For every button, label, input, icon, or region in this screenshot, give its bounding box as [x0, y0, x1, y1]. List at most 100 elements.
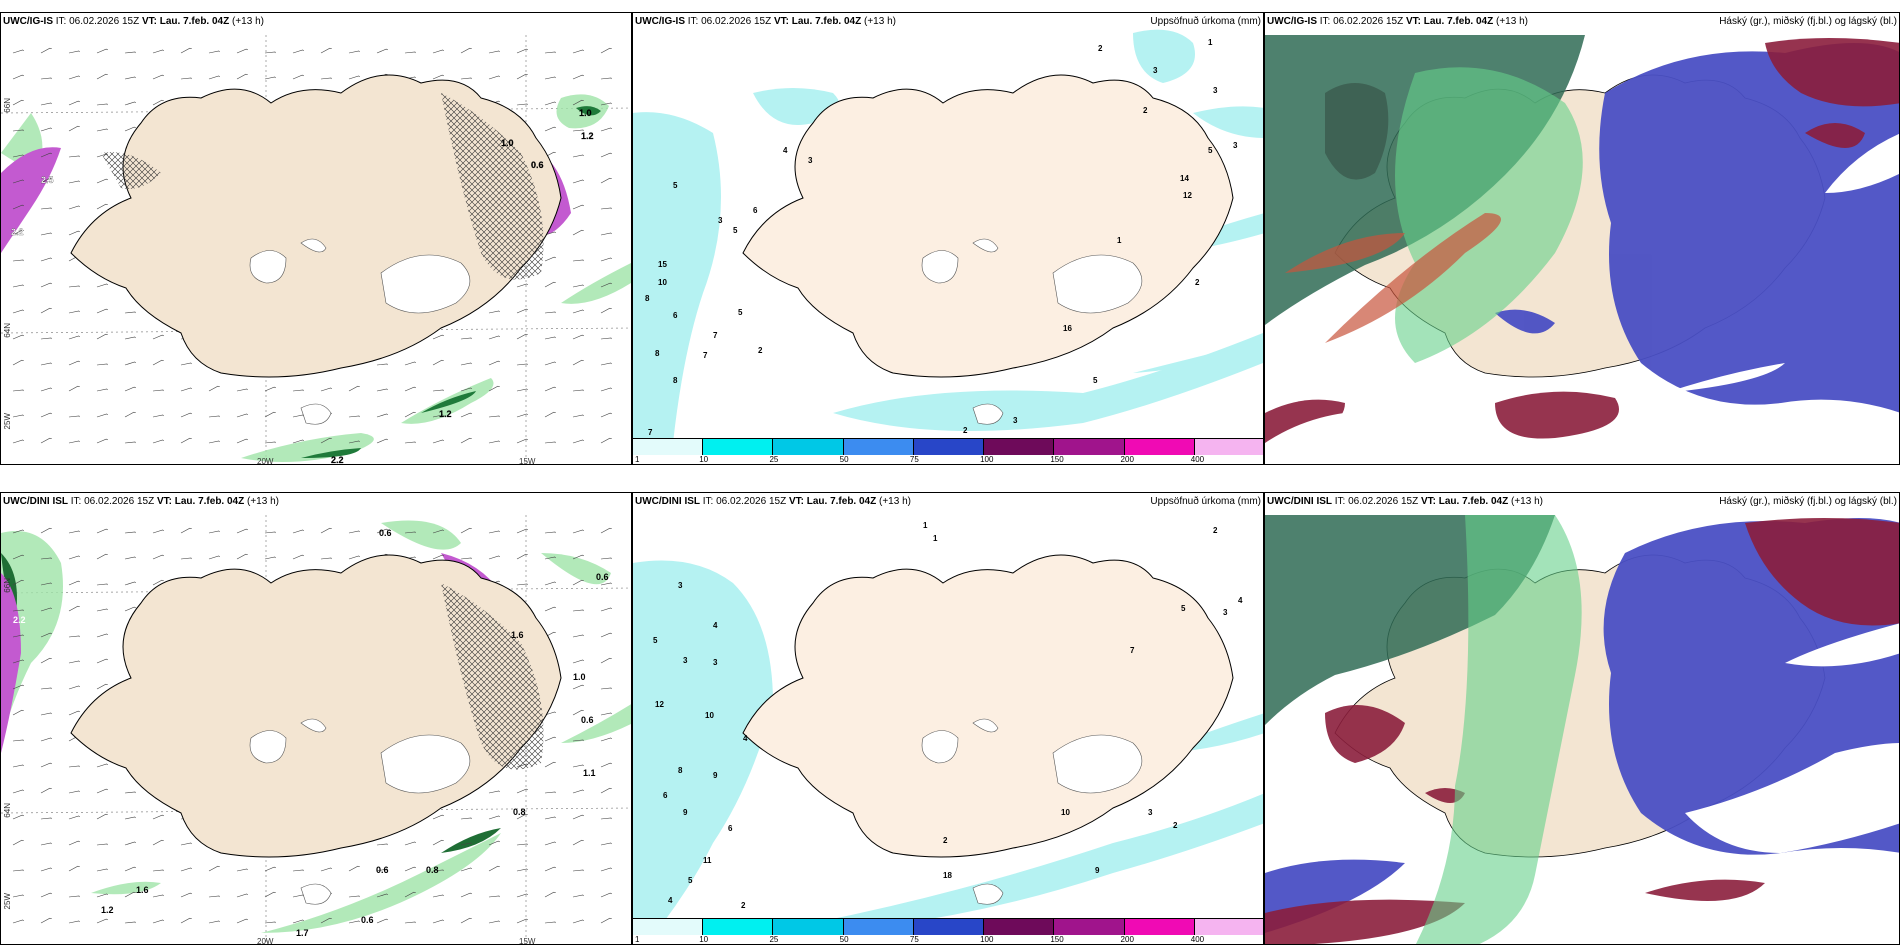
wind-barb	[404, 411, 416, 418]
wind-barb	[96, 308, 108, 314]
wind-barb	[96, 333, 108, 340]
wind-barb	[516, 583, 528, 586]
wind-barb	[12, 789, 24, 794]
wind-barb	[488, 790, 500, 794]
colorbar-swatch	[913, 438, 985, 455]
wind-barb	[488, 555, 500, 560]
colorbar-label: 200	[1120, 455, 1134, 464]
precip-value: 1	[1117, 236, 1122, 245]
wind-barb	[96, 553, 108, 560]
wind-barb	[544, 891, 556, 898]
wind-barb	[96, 388, 108, 392]
colorbar-label: 400	[1190, 935, 1205, 944]
wind-barb	[12, 659, 24, 664]
wind-barb	[600, 557, 612, 560]
wind-barb	[544, 761, 556, 768]
wind-barb	[208, 865, 220, 872]
lead-time: (+13 h)	[1511, 496, 1543, 507]
wind-barb	[40, 257, 52, 262]
red-cloud	[1285, 213, 1501, 343]
wind-barb	[40, 557, 52, 560]
wind-barb	[96, 413, 108, 418]
model-name: UWC/IG-IS	[1267, 16, 1317, 27]
wind-barb	[404, 441, 416, 444]
wind-barb	[488, 865, 500, 872]
wind-barb	[68, 840, 80, 846]
lat-label: 64N	[3, 803, 12, 818]
wind-barb	[292, 389, 304, 392]
wind-barb	[68, 155, 80, 158]
wind-barb	[12, 869, 24, 872]
snow-value: 1.2	[439, 409, 452, 419]
wind-barb	[96, 283, 108, 288]
panel-bottom-left: UWC/DINI ISL IT: 06.02.2026 15Z VT: Lau.…	[0, 492, 632, 945]
wind-barb	[152, 99, 164, 106]
wind-barb	[12, 634, 24, 638]
wind-barb	[152, 529, 164, 534]
wind-barb	[68, 75, 80, 80]
wind-barb	[600, 337, 612, 340]
wind-barb	[40, 632, 52, 638]
wind-barb	[40, 737, 52, 742]
wind-barb	[12, 284, 24, 288]
wind-barb	[600, 437, 612, 444]
wind-barb	[12, 129, 24, 132]
wind-barb	[572, 789, 584, 794]
wind-barb	[404, 866, 416, 872]
wind-barb	[68, 580, 80, 586]
wind-barb	[40, 207, 52, 210]
wind-barb	[376, 528, 388, 534]
wind-barb	[96, 633, 108, 638]
wind-barb	[320, 917, 332, 924]
wind-barb	[236, 388, 248, 392]
wind-barb	[264, 51, 276, 54]
wind-barb	[404, 531, 416, 534]
wind-barb	[124, 841, 136, 846]
wind-barb	[12, 179, 24, 184]
panel-bottom-right: UWC/DINI ISL IT: 06.02.2026 15Z VT: Lau.…	[1264, 492, 1900, 945]
wind-barb	[600, 892, 612, 898]
wind-barb	[68, 865, 80, 872]
snow-value: 0.6	[596, 572, 609, 582]
wind-barb	[236, 528, 248, 534]
lead-time: (+13 h)	[247, 496, 279, 507]
wind-barb	[152, 894, 164, 898]
wind-barb	[488, 310, 500, 314]
wind-barb	[40, 787, 52, 794]
wind-barb	[40, 817, 52, 820]
wind-barb	[376, 388, 388, 392]
wind-barb	[572, 684, 584, 690]
wind-barb	[12, 154, 24, 158]
wind-barb	[516, 843, 528, 846]
wind-barb	[96, 918, 108, 924]
wind-barb	[292, 529, 304, 534]
wind-barb	[488, 840, 500, 846]
wind-barb	[68, 710, 80, 716]
wind-barb	[600, 362, 612, 366]
wind-barb	[40, 412, 52, 418]
wind-barb	[348, 865, 360, 872]
wind-barb	[152, 919, 164, 924]
wind-barb	[432, 554, 444, 560]
glaciers	[921, 238, 1143, 425]
precip-map: 2 1 3 2 3 5 4 3 3 6 5 15 10 8 6 5 7 8 7 …	[633, 29, 1263, 444]
wind-barb	[68, 895, 80, 898]
precip-value: 4	[713, 621, 718, 630]
wind-barb	[180, 527, 192, 534]
vt-value: VT: Lau. 7.feb. 04Z	[156, 496, 245, 507]
wind-barb	[544, 101, 556, 106]
wind-barb	[40, 307, 52, 314]
precip-value: 5	[1181, 604, 1186, 613]
it-label: IT:	[1319, 16, 1331, 27]
precip-value: 2	[758, 346, 763, 355]
colorbar-swatch	[773, 438, 844, 455]
wind-barb	[320, 437, 332, 444]
lat-label: 66N	[3, 578, 12, 593]
precip-value: 2	[943, 836, 948, 845]
precip-value: 6	[663, 791, 668, 800]
snow-value: 2.5	[41, 175, 54, 185]
wind-barb	[572, 284, 584, 288]
wind-barb	[40, 892, 52, 898]
wind-barb	[348, 75, 360, 80]
wind-barb	[96, 658, 108, 664]
